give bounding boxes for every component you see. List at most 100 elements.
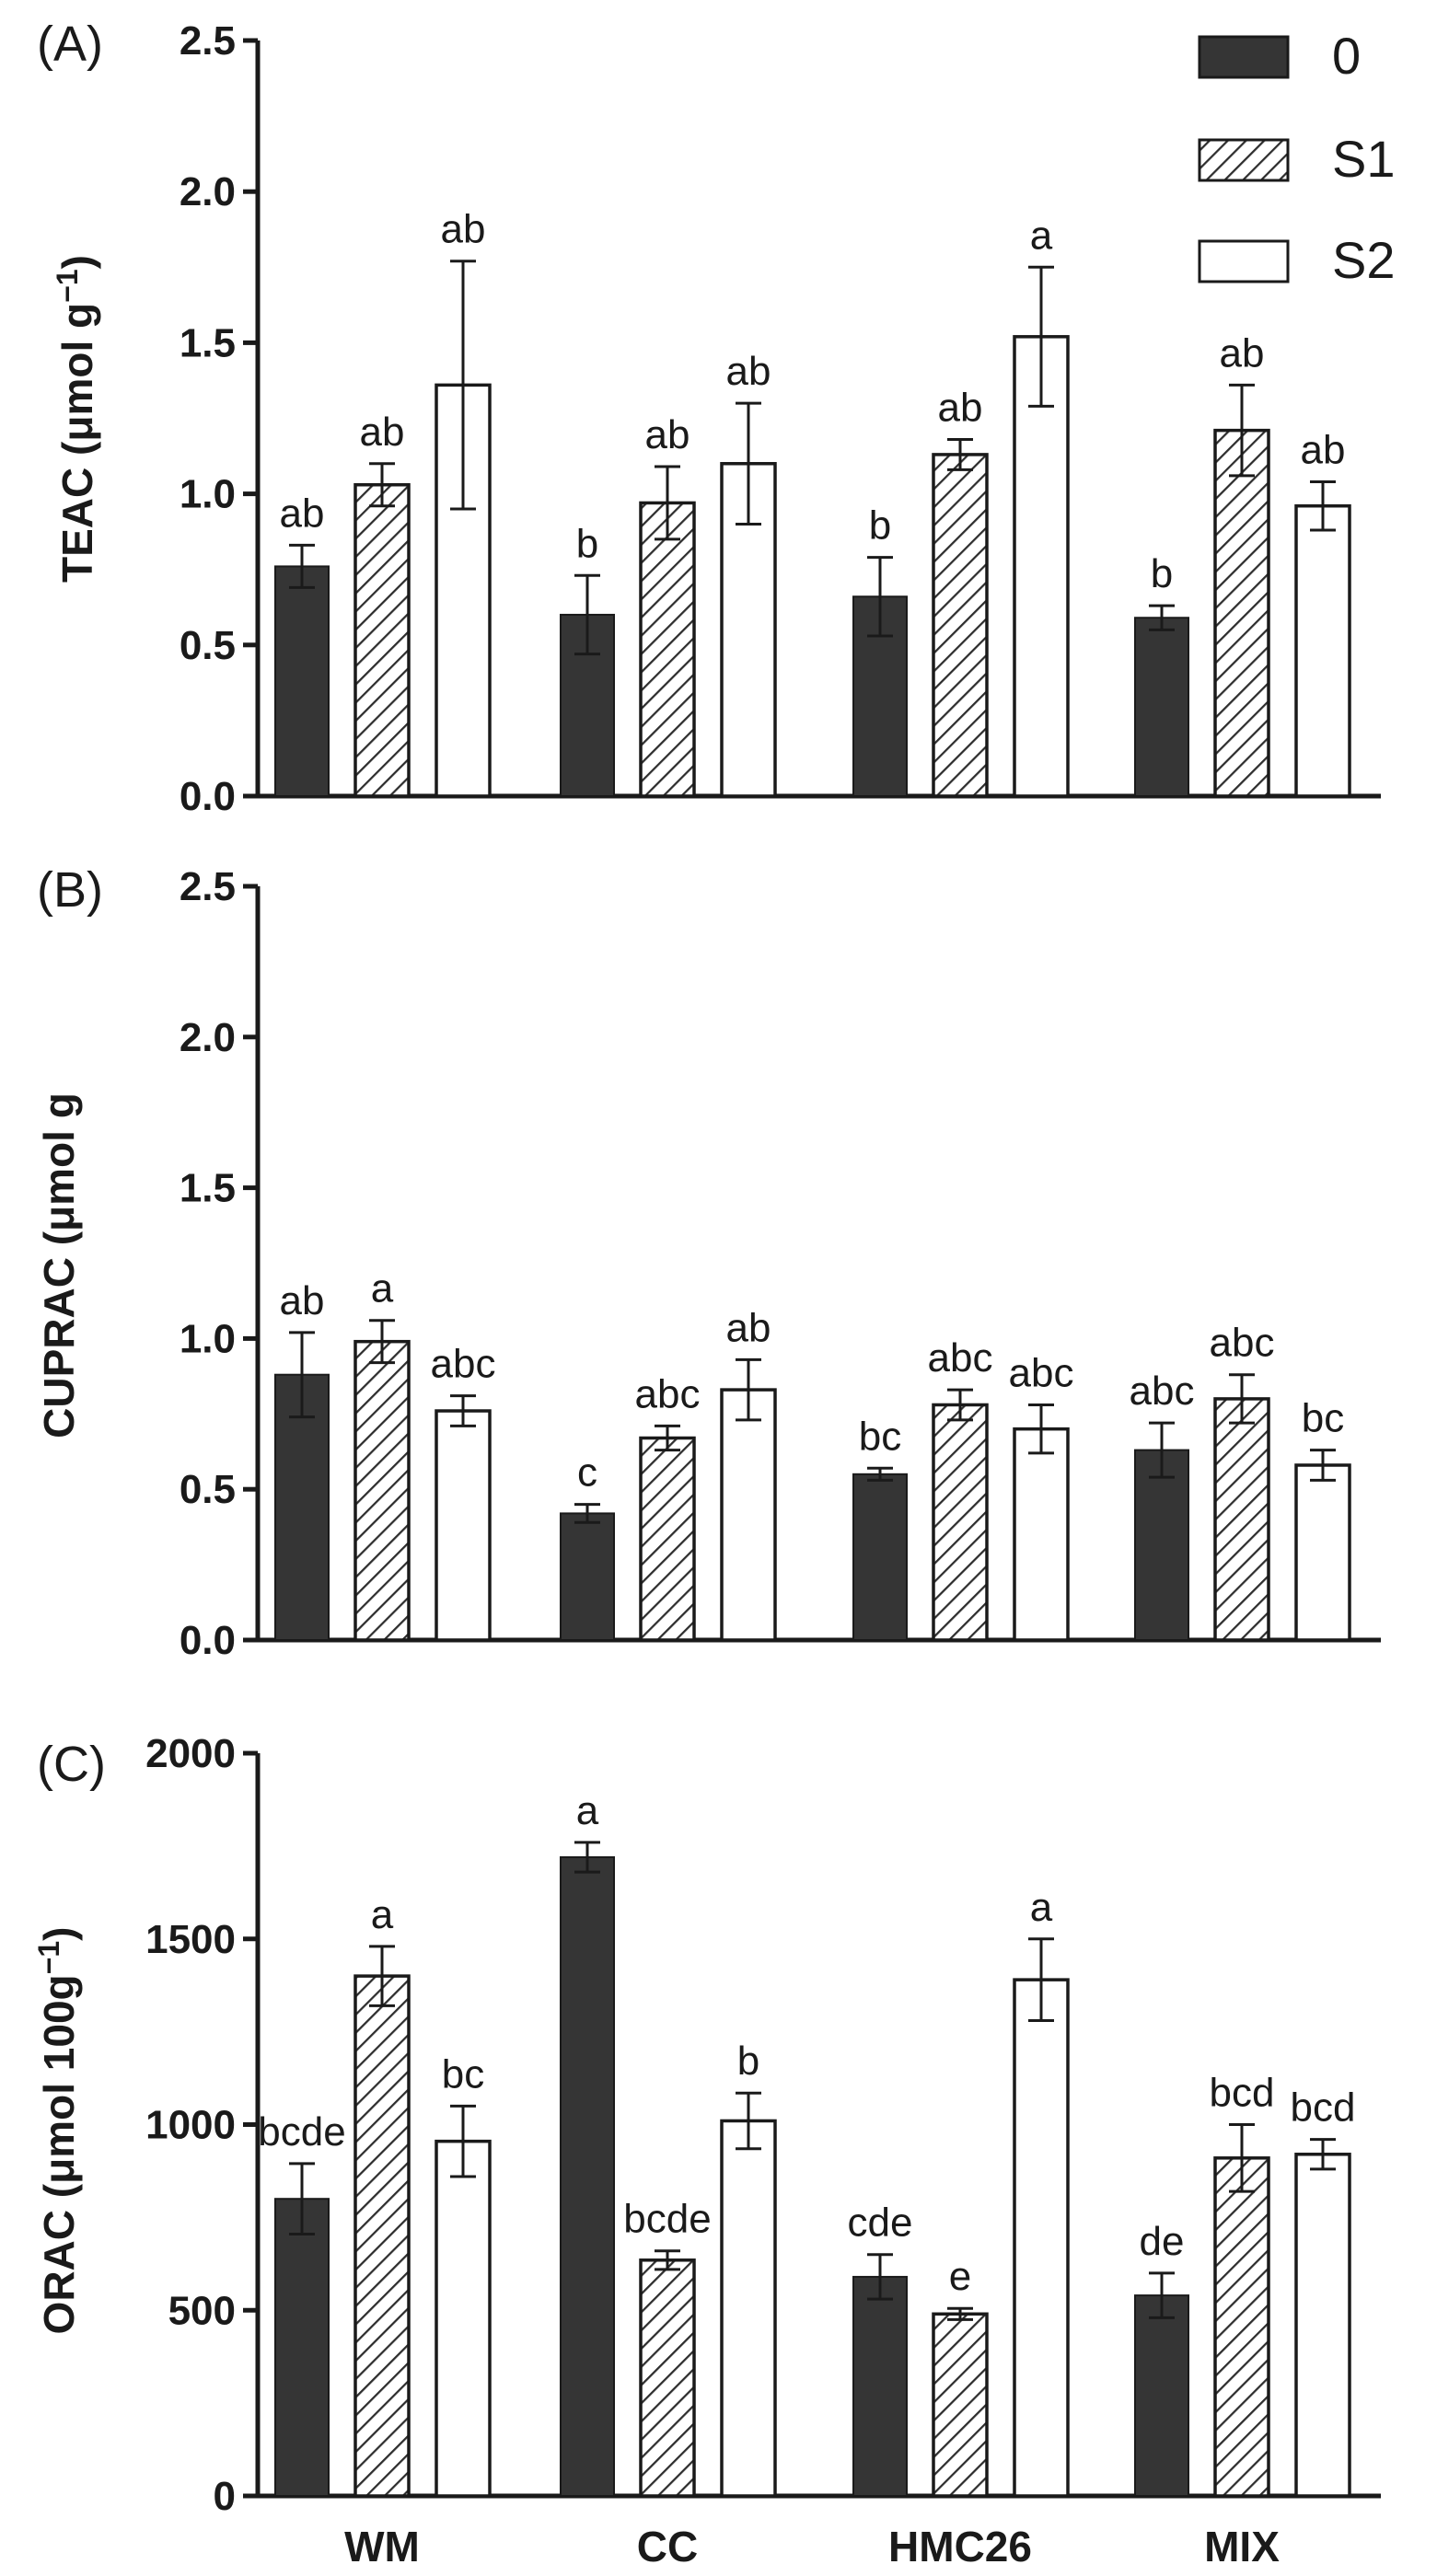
bar-S1-CC	[639, 501, 696, 798]
bar-S1-WM	[353, 1974, 411, 2498]
y-tick-label: 0.5	[180, 623, 236, 668]
legend-swatch-S1	[1198, 138, 1290, 182]
significance-letter: abc	[1210, 1321, 1275, 1366]
legend-label-0: 0	[1332, 27, 1361, 85]
legend-swatch-S2	[1198, 239, 1290, 283]
x-axis-categories: WM CC HMC26 MIX	[344, 2523, 1280, 2570]
legend-label-S2: S2	[1332, 231, 1396, 289]
bar-0-MIX	[1134, 617, 1189, 798]
panel-label: (C)	[37, 1737, 106, 1792]
bar-0-WM	[274, 1373, 330, 1642]
significance-letter: e	[949, 2254, 971, 2299]
bar-0-WM	[274, 565, 330, 798]
significance-letter: ab	[726, 349, 771, 394]
bar-S2-CC	[720, 1388, 777, 1642]
significance-letter: a	[1030, 1885, 1053, 1930]
y-axis-label: ORAC (μmol 100g−1)	[32, 1927, 83, 2335]
significance-letter: c	[577, 1450, 597, 1496]
significance-letter: a	[371, 1892, 394, 1937]
y-tick-label: 500	[168, 2288, 236, 2333]
significance-letter: abc	[928, 1335, 993, 1380]
significance-letter: ab	[1301, 427, 1346, 472]
significance-letter: ab	[645, 412, 690, 457]
significance-letter: ab	[938, 385, 983, 430]
significance-letter: ab	[360, 410, 405, 455]
legend-swatch-0	[1198, 35, 1290, 79]
y-tick-label: 2.5	[180, 864, 236, 909]
significance-letter: bc	[1302, 1396, 1344, 1441]
y-tick-label: 0.0	[180, 774, 236, 819]
significance-letter: bc	[442, 2051, 484, 2097]
significance-letter: ab	[280, 491, 325, 536]
significance-letter: bc	[859, 1414, 901, 1459]
y-tick-label: 1000	[145, 2103, 236, 2148]
significance-letter: a	[371, 1266, 394, 1311]
bar-0-HMC26	[852, 1473, 908, 1641]
bar-S2-HMC26	[1013, 1978, 1070, 2498]
significance-letter: ab	[726, 1305, 771, 1350]
significance-letter: abc	[1009, 1350, 1074, 1395]
bar-S1-MIX	[1213, 428, 1270, 798]
significance-letter: bcde	[623, 2197, 711, 2242]
bar-0-CC	[560, 1855, 615, 2497]
significance-letter: de	[1140, 2219, 1185, 2264]
y-tick-label: 2.0	[180, 1015, 236, 1060]
x-category-label: WM	[344, 2523, 420, 2570]
panel-label: (A)	[37, 17, 103, 72]
significance-letter: abc	[635, 1371, 701, 1416]
bar-S2-WM	[435, 2139, 492, 2498]
bar-S2-HMC26	[1013, 335, 1070, 798]
significance-letter: b	[576, 521, 598, 566]
significance-letter: bcde	[258, 2109, 345, 2154]
significance-letter: a	[576, 1788, 599, 1833]
y-axis-label: CUPRAC (μmol g	[35, 1092, 83, 1438]
bar-S1-HMC26	[932, 2312, 989, 2498]
bar-S1-WM	[353, 482, 411, 798]
significance-letter: b	[737, 2039, 759, 2084]
bar-S1-CC	[639, 1436, 696, 1642]
significance-letter: bcd	[1291, 2085, 1356, 2131]
significance-letter: abc	[431, 1342, 496, 1387]
y-tick-label: 0.0	[180, 1618, 236, 1663]
bar-S1-HMC26	[932, 453, 989, 798]
y-tick-label: 1.5	[180, 320, 236, 365]
legend-label-S1: S1	[1332, 130, 1396, 188]
y-tick-label: 2.5	[180, 18, 236, 64]
bar-S2-WM	[435, 1409, 492, 1642]
y-tick-label: 1500	[145, 1917, 236, 1962]
y-tick-label: 2000	[145, 1731, 236, 1776]
y-tick-label: 1.5	[180, 1166, 236, 1211]
significance-letter: bcd	[1210, 2071, 1275, 2116]
significance-letter: ab	[280, 1278, 325, 1323]
bar-S2-HMC26	[1013, 1427, 1070, 1642]
y-tick-label: 0.5	[180, 1467, 236, 1512]
bar-0-HMC26	[852, 2275, 908, 2498]
bar-S1-CC	[639, 2258, 696, 2498]
x-category-label: MIX	[1204, 2523, 1280, 2570]
y-tick-label: 2.0	[180, 169, 236, 214]
bar-S2-MIX	[1294, 1463, 1351, 1642]
significance-letter: ab	[1220, 330, 1265, 375]
y-tick-label: 1.0	[180, 472, 236, 517]
y-tick-label: 0	[214, 2474, 236, 2519]
significance-letter: ab	[441, 207, 486, 252]
y-axis-label: TEAC (μmol g−1)	[51, 255, 101, 583]
significance-letter: b	[869, 503, 891, 549]
significance-letter: b	[1151, 551, 1173, 596]
bar-S2-MIX	[1294, 503, 1351, 798]
bar-S2-MIX	[1294, 2153, 1351, 2498]
significance-letter: abc	[1130, 1369, 1195, 1414]
x-category-label: CC	[637, 2523, 698, 2570]
bar-S1-WM	[353, 1339, 411, 1642]
significance-letter: cde	[848, 2201, 913, 2246]
bar-S2-CC	[720, 2119, 777, 2498]
bar-S1-MIX	[1213, 1397, 1270, 1642]
bar-S1-MIX	[1213, 2156, 1270, 2498]
bar-0-MIX	[1134, 2294, 1189, 2498]
legend: 0 S1 S2	[1198, 27, 1396, 289]
panel-a: (A) 0.0 0.5 1.0 1.5 2.0 2.5 TEAC (μmol g−1) ab b b…	[37, 17, 1381, 819]
